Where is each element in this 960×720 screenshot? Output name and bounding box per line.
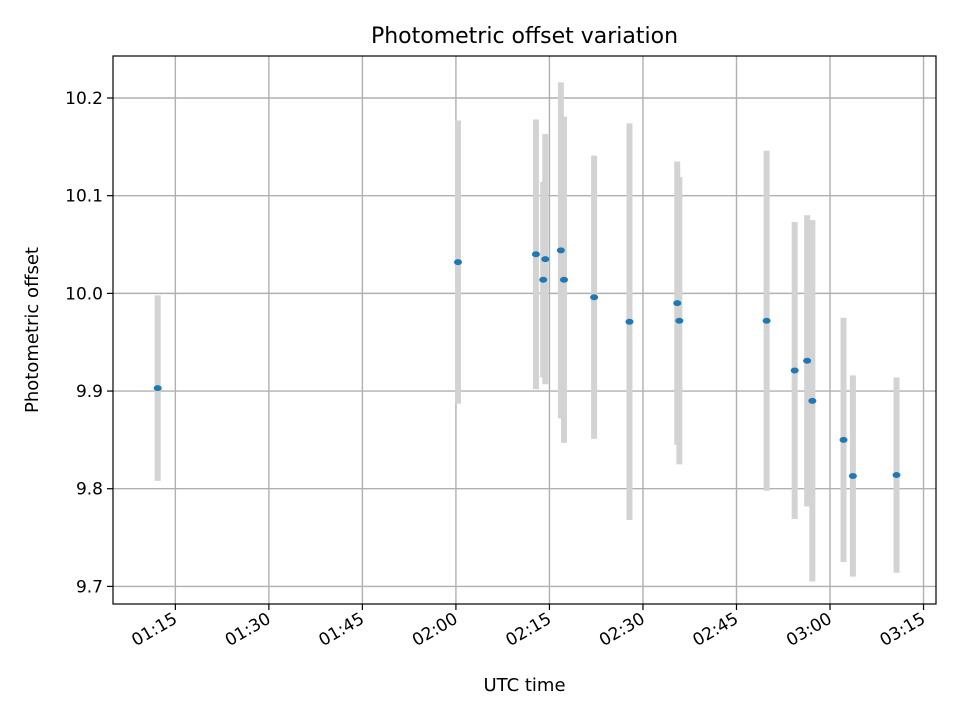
data-point — [539, 276, 548, 283]
x-tick-label: 02:30 — [596, 609, 648, 651]
x-tick-label: 01:30 — [222, 609, 274, 651]
y-tick-label: 10.2 — [65, 89, 103, 109]
x-tick-label: 03:00 — [783, 609, 835, 651]
data-point — [808, 397, 817, 404]
data-point — [590, 294, 599, 301]
data-point — [153, 385, 162, 392]
x-axis-label: UTC time — [483, 675, 565, 696]
data-point — [675, 317, 684, 324]
data-point — [673, 300, 682, 307]
data-point — [556, 247, 565, 254]
data-point — [453, 259, 462, 266]
data-point — [790, 367, 799, 374]
plot-frame — [112, 55, 937, 605]
data-point — [892, 472, 901, 479]
data-point — [625, 318, 634, 325]
y-tick-label: 9.9 — [76, 382, 103, 402]
y-axis-label: Photometric offset — [22, 247, 43, 413]
x-tick-label: 02:15 — [503, 609, 555, 651]
chart-title: Photometric offset variation — [371, 24, 678, 49]
data-point — [541, 256, 550, 263]
y-tick-label: 9.8 — [76, 480, 103, 500]
y-tick-label: 10.0 — [65, 284, 103, 304]
data-point — [803, 357, 812, 364]
x-tick-label: 02:45 — [690, 609, 742, 651]
y-axis-ticks: 9.7 9.8 9.9 10.0 10.1 10.2 — [65, 89, 113, 597]
x-tick-label: 03:15 — [877, 609, 929, 651]
data-points — [153, 247, 901, 480]
y-tick-label: 9.7 — [76, 577, 103, 597]
data-point — [531, 251, 540, 258]
y-tick-label: 10.1 — [65, 187, 103, 207]
grid-lines — [113, 56, 936, 604]
x-tick-label: 01:45 — [315, 609, 367, 651]
x-tick-label: 01:15 — [128, 609, 180, 651]
data-point — [559, 276, 568, 283]
data-point — [762, 317, 771, 324]
x-tick-label: 02:00 — [409, 609, 461, 651]
data-point — [839, 436, 848, 443]
data-point — [848, 473, 857, 480]
x-axis-ticks: 01:15 01:30 01:45 02:00 02:15 02:30 02:45 03:00… — [128, 604, 929, 651]
